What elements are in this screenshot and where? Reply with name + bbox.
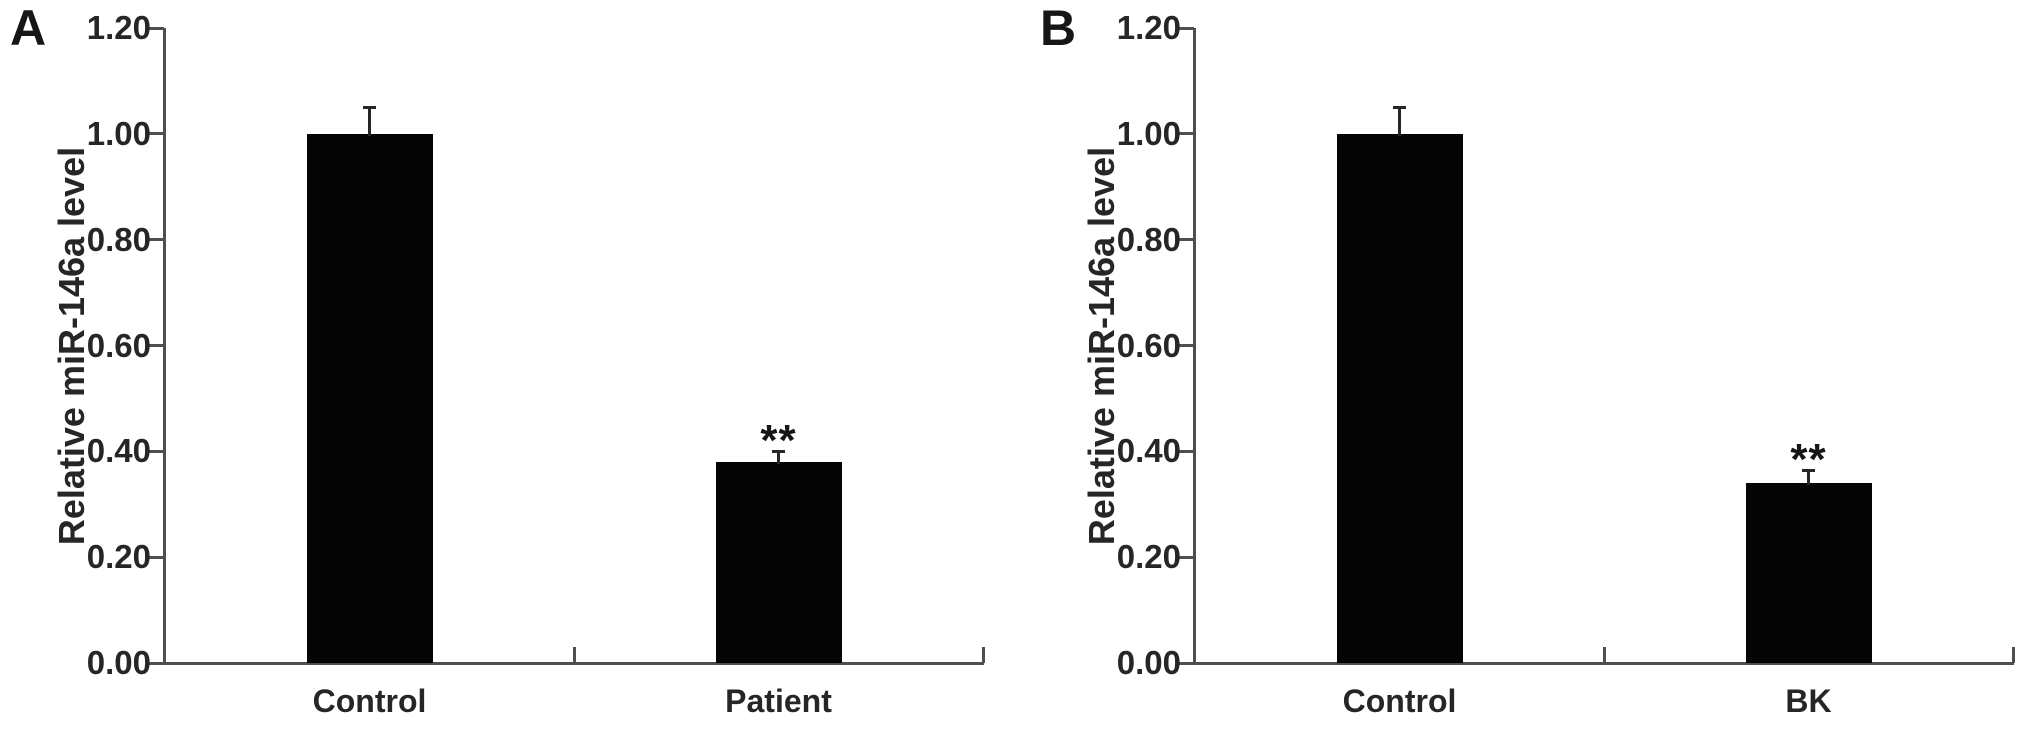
y-tick	[1178, 661, 1194, 665]
x-tick	[981, 647, 985, 663]
y-tick-label: 0.00	[1116, 644, 1181, 681]
y-tick-label: 1.00	[86, 114, 151, 152]
error-bar-cap	[772, 450, 785, 454]
y-tick	[148, 238, 164, 242]
y-tick	[148, 132, 164, 136]
category-label: Control	[1342, 683, 1457, 719]
panel-letter: A	[10, 0, 47, 56]
error-bar-cap	[363, 106, 376, 110]
error-bar-whisker	[1398, 107, 1401, 136]
y-tick-label: 1.20	[1116, 9, 1181, 46]
y-tick-label: 0.20	[1116, 538, 1181, 576]
y-tick	[1178, 555, 1194, 559]
x-tick	[1602, 647, 1606, 663]
category-label: Patient	[725, 683, 832, 719]
y-tick-label: 1.20	[86, 9, 151, 46]
y-tick-label: 0.20	[86, 538, 151, 576]
y-tick	[148, 661, 164, 665]
y-tick-label: 0.40	[1116, 432, 1181, 470]
y-tick-label: 1.00	[1116, 114, 1181, 152]
y-tick-label: 0.60	[1116, 326, 1181, 364]
y-tick	[1178, 449, 1194, 453]
error-bar-cap	[1802, 468, 1815, 472]
significance-marker: **	[1790, 434, 1827, 484]
category-label: Control	[312, 683, 427, 719]
y-axis-line	[1193, 28, 1196, 665]
significance-marker: **	[760, 416, 797, 466]
x-axis-line	[163, 662, 984, 665]
error-bar-whisker	[777, 451, 780, 464]
panel-letter: B	[1040, 0, 1077, 56]
x-tick	[572, 647, 576, 663]
error-bar-whisker	[1807, 469, 1810, 486]
y-tick	[148, 344, 164, 347]
y-tick-label: 0.80	[1116, 220, 1181, 258]
x-tick	[2011, 647, 2015, 663]
bar	[715, 461, 842, 663]
y-tick-label: 0.40	[86, 432, 151, 470]
bar	[1745, 483, 1872, 663]
y-tick	[1178, 26, 1194, 30]
y-tick	[1178, 132, 1194, 136]
y-tick-label: 0.00	[86, 644, 151, 681]
y-axis-line	[163, 28, 166, 665]
y-tick	[148, 555, 164, 559]
x-axis-line	[1193, 662, 2014, 665]
y-tick-label: 0.80	[86, 220, 151, 258]
y-tick	[148, 26, 164, 30]
bar	[1336, 133, 1463, 663]
y-tick	[1178, 238, 1194, 242]
y-tick-label: 0.60	[86, 326, 151, 364]
y-tick	[148, 449, 164, 453]
y-tick	[1178, 344, 1194, 347]
bar	[306, 133, 433, 663]
category-label: BK	[1785, 683, 1832, 719]
error-bar-cap	[1393, 106, 1406, 110]
error-bar-whisker	[368, 107, 371, 136]
